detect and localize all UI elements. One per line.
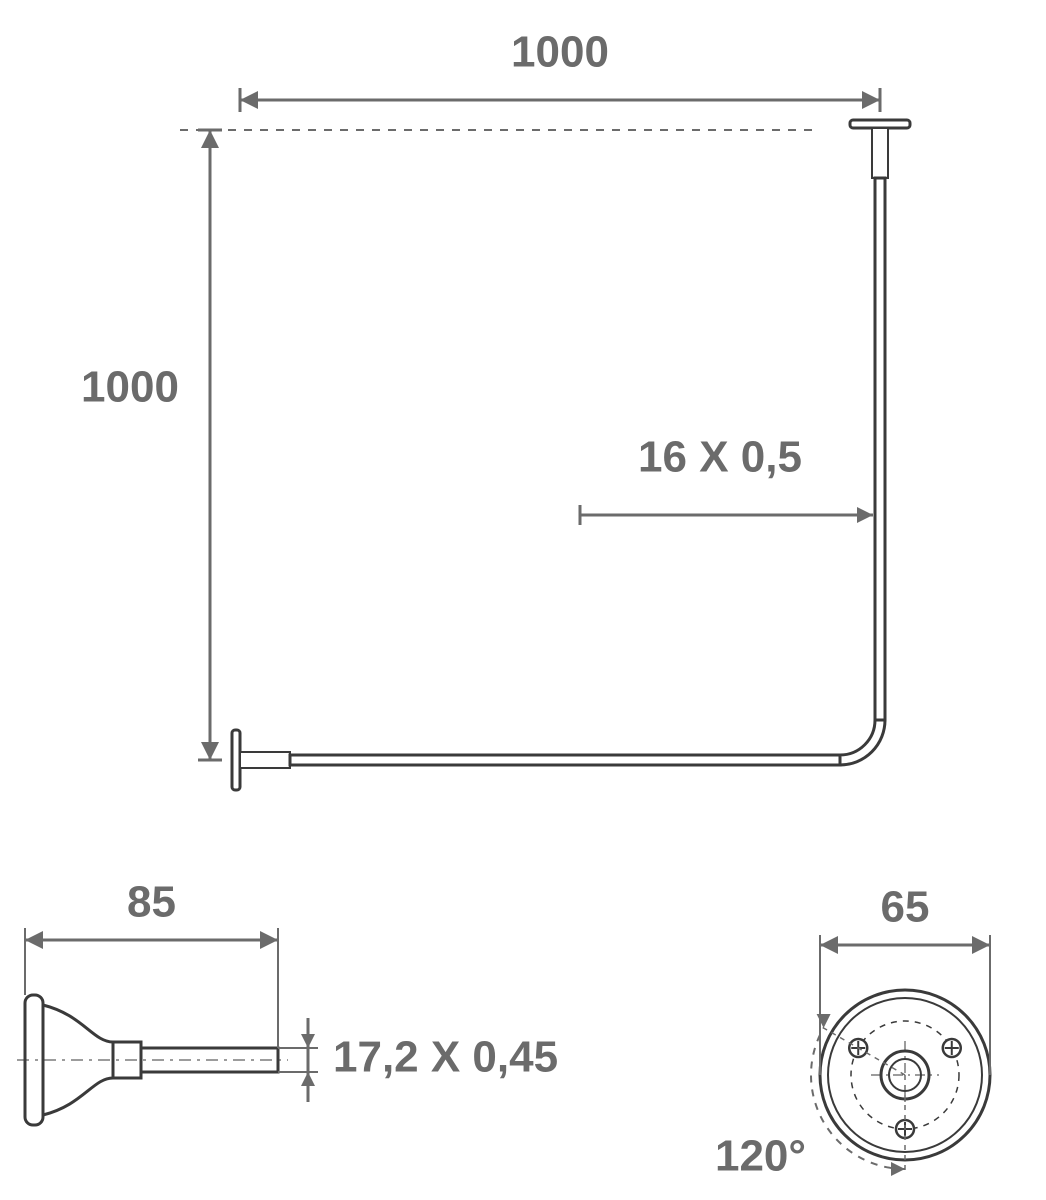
horizontal-tube	[290, 755, 840, 765]
top-sleeve	[872, 128, 888, 178]
dim-85: 85	[127, 878, 176, 927]
main-view: 1000 1000 16 X 0,5	[81, 28, 910, 790]
left-flange	[232, 730, 240, 790]
vertical-tube	[875, 178, 885, 720]
front-view: 65 120°	[715, 883, 990, 1181]
dim-17: 17,2 X 0,45	[333, 1033, 558, 1082]
top-flange	[850, 120, 910, 128]
dim-65: 65	[881, 883, 930, 932]
dim-tube: 16 X 0,5	[638, 433, 802, 482]
dim-width: 1000	[511, 28, 609, 77]
dim-120: 120°	[715, 1132, 806, 1181]
side-view: 85 17,2 X 0,45	[17, 878, 558, 1125]
corner-bend	[840, 720, 885, 765]
left-sleeve	[240, 752, 290, 768]
dim-height: 1000	[81, 363, 179, 412]
